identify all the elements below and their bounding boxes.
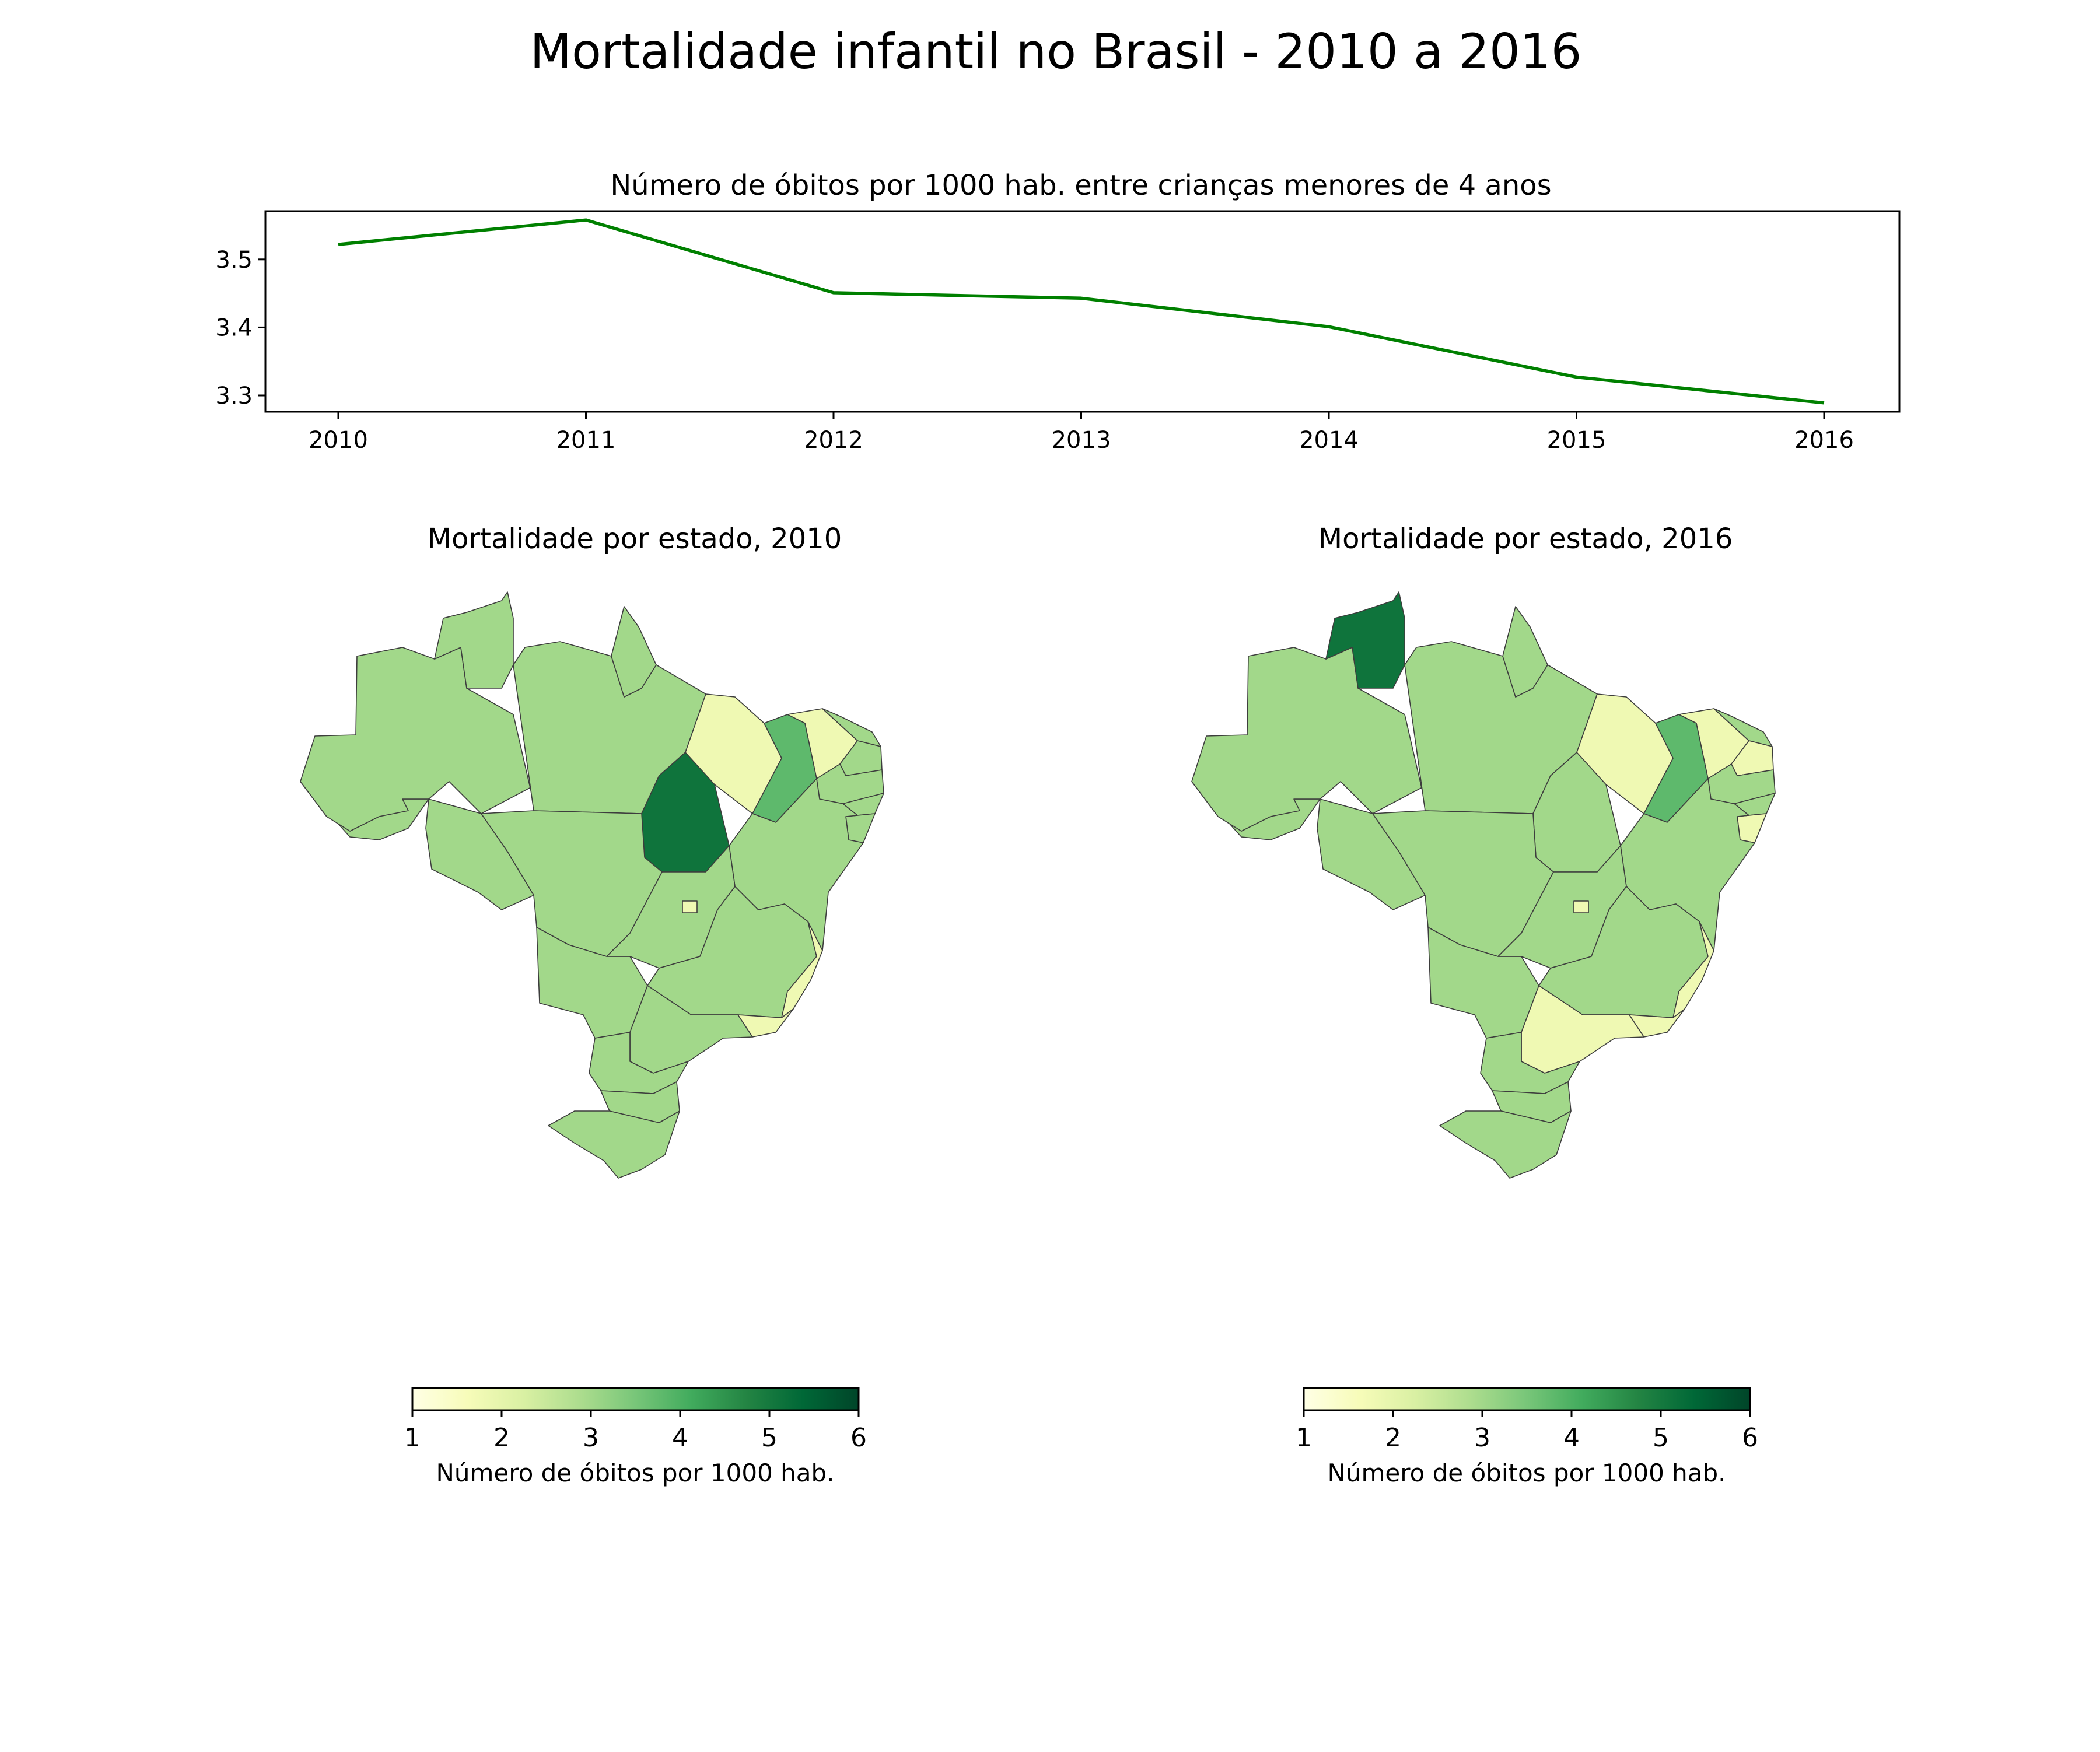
map-2010: Mortalidade por estado, 2010 — [300, 523, 884, 1179]
line-chart-axes: 2010 2011 2012 2013 2014 2015 2016 3.3 3.4 3.5 — [215, 247, 1854, 454]
colorbar-tick-label: 3 — [583, 1423, 599, 1453]
line-chart-title: Número de óbitos por 1000 hab. entre cri… — [610, 169, 1551, 202]
map-2016: Mortalidade por estado, 2016 — [1191, 523, 1776, 1179]
colorbar-tick-label: 2 — [1385, 1423, 1401, 1453]
state-rr — [1325, 591, 1405, 689]
y-tick-label: 3.5 — [215, 247, 253, 274]
map-2010-title: Mortalidade por estado, 2010 — [428, 523, 842, 555]
colorbar-2010-label: Número de óbitos por 1000 hab. — [436, 1459, 834, 1487]
state-df — [1573, 900, 1589, 913]
state-rs — [548, 1110, 680, 1179]
map-2010-states — [300, 591, 884, 1179]
colorbar-2016-ticks: 1 2 3 4 5 6 — [1296, 1410, 1758, 1453]
state-ap — [611, 606, 657, 698]
y-tick-label: 3.3 — [215, 383, 253, 409]
state-rn — [822, 708, 881, 747]
x-tick-label: 2012 — [804, 427, 863, 454]
colorbar-tick-label: 6 — [850, 1423, 867, 1453]
state-rs — [1439, 1110, 1572, 1179]
state-se — [845, 813, 876, 843]
colorbar-2010-ticks: 1 2 3 4 5 6 — [404, 1410, 867, 1453]
x-tick-label: 2015 — [1547, 427, 1606, 454]
state-ap — [1502, 606, 1548, 698]
state-rr — [434, 591, 514, 689]
colorbar-tick-label: 3 — [1474, 1423, 1490, 1453]
colorbar-tick-label: 4 — [1563, 1423, 1580, 1453]
colorbar-tick-label: 6 — [1742, 1423, 1758, 1453]
state-rn — [1713, 708, 1773, 747]
map-2016-states — [1191, 591, 1776, 1179]
x-tick-label: 2011 — [556, 427, 616, 454]
state-df — [682, 900, 698, 913]
colorbar-tick-label: 4 — [672, 1423, 688, 1453]
line-chart: Número de óbitos por 1000 hab. entre cri… — [215, 169, 1901, 454]
colorbar-tick-label: 1 — [404, 1423, 421, 1453]
colorbar-2010-gradient — [411, 1387, 860, 1411]
state-se — [1737, 813, 1767, 843]
y-tick-label: 3.4 — [215, 314, 253, 341]
colorbar-tick-label: 5 — [1653, 1423, 1669, 1453]
colorbar-tick-label: 1 — [1296, 1423, 1312, 1453]
x-tick-label: 2010 — [309, 427, 368, 454]
map-2016-title: Mortalidade por estado, 2016 — [1318, 523, 1733, 555]
figure-title: Mortalidade infantil no Brasil - 2010 a … — [530, 23, 1582, 80]
series-line — [338, 218, 1825, 405]
colorbar-2010: 1 2 3 4 5 6 Número de óbitos por 1000 hab. — [404, 1387, 867, 1487]
colorbar-2016: 1 2 3 4 5 6 Número de óbitos por 1000 hab. — [1296, 1387, 1758, 1487]
x-tick-label: 2016 — [1794, 427, 1854, 454]
colorbar-tick-label: 5 — [761, 1423, 778, 1453]
colorbar-2016-gradient — [1303, 1387, 1751, 1411]
colorbar-tick-label: 2 — [494, 1423, 510, 1453]
state-pr — [589, 1032, 689, 1094]
x-tick-label: 2013 — [1052, 427, 1111, 454]
state-pr — [1480, 1032, 1580, 1094]
line-chart-frame — [264, 210, 1901, 413]
colorbar-2016-label: Número de óbitos por 1000 hab. — [1327, 1459, 1726, 1487]
x-tick-label: 2014 — [1299, 427, 1359, 454]
